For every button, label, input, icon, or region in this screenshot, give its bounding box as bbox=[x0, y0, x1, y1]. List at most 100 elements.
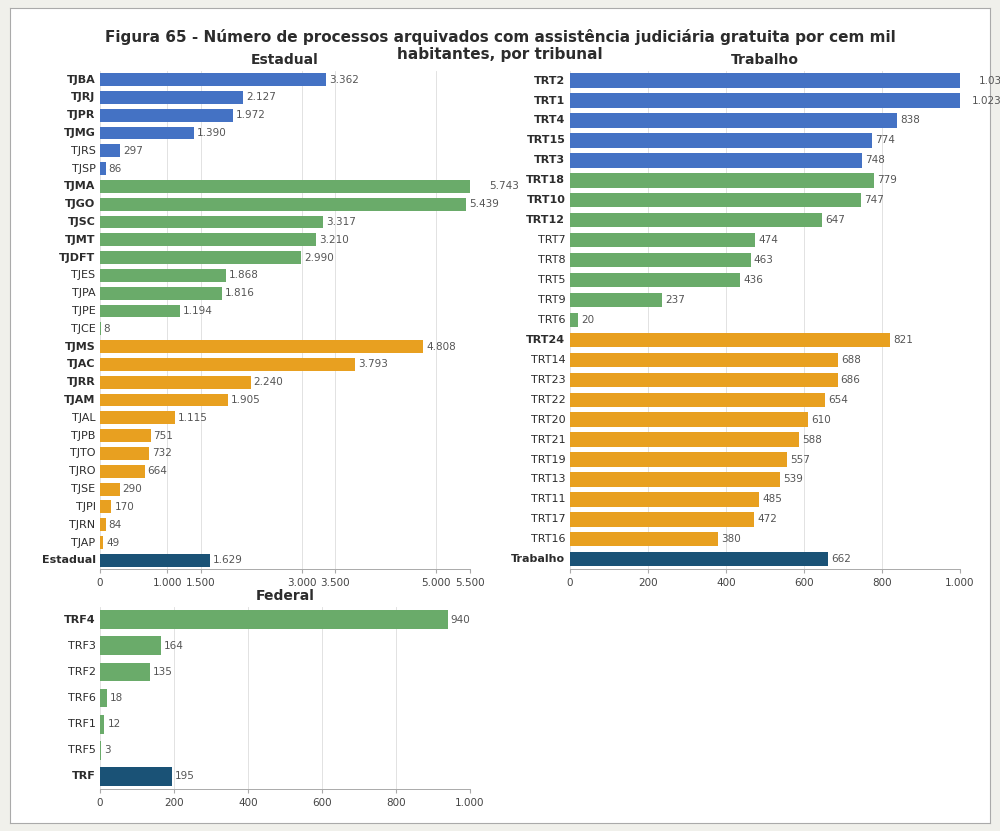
Bar bbox=[100, 741, 101, 760]
Text: 1.194: 1.194 bbox=[183, 306, 213, 316]
Text: 2.127: 2.127 bbox=[246, 92, 276, 102]
Text: TJPA: TJPA bbox=[72, 288, 96, 298]
Title: Federal: Federal bbox=[256, 588, 314, 602]
Bar bbox=[100, 340, 423, 353]
Text: 237: 237 bbox=[666, 295, 685, 305]
Bar bbox=[570, 392, 825, 407]
Bar bbox=[100, 447, 149, 460]
Text: TRT24: TRT24 bbox=[526, 335, 565, 345]
Text: 380: 380 bbox=[721, 534, 741, 544]
Text: 485: 485 bbox=[762, 494, 782, 504]
Text: TRT16: TRT16 bbox=[531, 534, 565, 544]
Bar bbox=[100, 394, 228, 406]
Bar bbox=[100, 287, 222, 300]
Bar bbox=[570, 253, 751, 268]
Text: TRT2: TRT2 bbox=[534, 76, 565, 86]
Bar bbox=[570, 332, 890, 347]
Bar bbox=[570, 133, 872, 148]
Text: Estadual: Estadual bbox=[42, 555, 96, 565]
Text: TJMG: TJMG bbox=[64, 128, 96, 138]
Text: 12: 12 bbox=[107, 719, 121, 729]
Text: TJES: TJES bbox=[71, 270, 96, 280]
Text: 49: 49 bbox=[106, 538, 120, 548]
Text: TJDFT: TJDFT bbox=[59, 253, 96, 263]
Text: TRT4: TRT4 bbox=[534, 116, 565, 125]
Bar bbox=[100, 126, 194, 140]
Text: TRT10: TRT10 bbox=[526, 195, 565, 205]
Text: TJSE: TJSE bbox=[71, 484, 96, 494]
Text: Trabalho: Trabalho bbox=[511, 554, 565, 564]
Text: 436: 436 bbox=[743, 275, 763, 285]
Bar bbox=[570, 412, 808, 427]
Text: 1.629: 1.629 bbox=[213, 555, 242, 565]
Text: TJAM: TJAM bbox=[64, 395, 96, 405]
Text: TJGO: TJGO bbox=[65, 199, 96, 209]
Bar bbox=[570, 113, 897, 128]
Bar bbox=[570, 532, 718, 547]
Text: TRT17: TRT17 bbox=[531, 514, 565, 524]
Bar bbox=[570, 213, 822, 228]
Bar bbox=[100, 610, 448, 629]
Bar bbox=[100, 180, 486, 193]
Text: 647: 647 bbox=[825, 215, 845, 225]
Text: 664: 664 bbox=[148, 466, 168, 476]
Text: TRF2: TRF2 bbox=[68, 667, 96, 677]
Text: 5.743: 5.743 bbox=[489, 181, 519, 191]
Bar bbox=[100, 715, 104, 734]
Bar bbox=[570, 472, 780, 487]
Text: TRT7: TRT7 bbox=[538, 235, 565, 245]
Text: 838: 838 bbox=[900, 116, 920, 125]
Bar bbox=[100, 430, 151, 442]
Bar bbox=[570, 173, 874, 188]
Text: 170: 170 bbox=[114, 502, 134, 512]
Text: TJMS: TJMS bbox=[65, 342, 96, 352]
Bar bbox=[100, 689, 107, 707]
Text: 4.808: 4.808 bbox=[426, 342, 456, 352]
Text: 297: 297 bbox=[123, 145, 143, 155]
Text: TRF1: TRF1 bbox=[68, 719, 96, 729]
Bar bbox=[100, 465, 145, 478]
Text: 1.039: 1.039 bbox=[978, 76, 1000, 86]
Text: TRT19: TRT19 bbox=[531, 455, 565, 465]
Text: TRT18: TRT18 bbox=[526, 175, 565, 185]
Bar bbox=[570, 273, 740, 288]
Text: 3.362: 3.362 bbox=[329, 75, 359, 85]
Bar bbox=[570, 492, 759, 507]
Text: TRT15: TRT15 bbox=[526, 135, 565, 145]
Text: 1.816: 1.816 bbox=[225, 288, 255, 298]
Text: 539: 539 bbox=[783, 475, 803, 484]
Bar bbox=[100, 483, 120, 495]
Bar bbox=[570, 93, 969, 108]
Text: 3.317: 3.317 bbox=[326, 217, 356, 227]
Text: TJMT: TJMT bbox=[65, 235, 96, 245]
Text: TJMA: TJMA bbox=[64, 181, 96, 191]
Bar bbox=[570, 452, 787, 467]
Text: TRT3: TRT3 bbox=[534, 155, 565, 165]
Bar bbox=[570, 372, 838, 387]
Text: 688: 688 bbox=[841, 355, 861, 365]
Bar bbox=[100, 73, 326, 86]
Text: 2.990: 2.990 bbox=[304, 253, 334, 263]
Text: TJPB: TJPB bbox=[71, 430, 96, 440]
Text: 84: 84 bbox=[109, 519, 122, 529]
Bar bbox=[100, 554, 210, 567]
Text: TJAC: TJAC bbox=[67, 360, 96, 370]
Bar bbox=[100, 637, 161, 655]
Text: TRT5: TRT5 bbox=[538, 275, 565, 285]
Bar bbox=[570, 352, 838, 367]
Text: 557: 557 bbox=[790, 455, 810, 465]
Bar bbox=[100, 411, 175, 425]
Text: 463: 463 bbox=[754, 255, 774, 265]
Bar bbox=[100, 269, 226, 282]
Text: 164: 164 bbox=[164, 641, 184, 651]
Text: TJPI: TJPI bbox=[76, 502, 96, 512]
Bar bbox=[100, 500, 111, 514]
Text: TJRJ: TJRJ bbox=[71, 92, 96, 102]
Text: 20: 20 bbox=[581, 315, 594, 325]
Text: TRT13: TRT13 bbox=[531, 475, 565, 484]
Text: 472: 472 bbox=[757, 514, 777, 524]
Text: TRF5: TRF5 bbox=[68, 745, 96, 755]
Text: TRT9: TRT9 bbox=[538, 295, 565, 305]
Text: 3: 3 bbox=[104, 745, 111, 755]
Text: 588: 588 bbox=[802, 435, 822, 445]
